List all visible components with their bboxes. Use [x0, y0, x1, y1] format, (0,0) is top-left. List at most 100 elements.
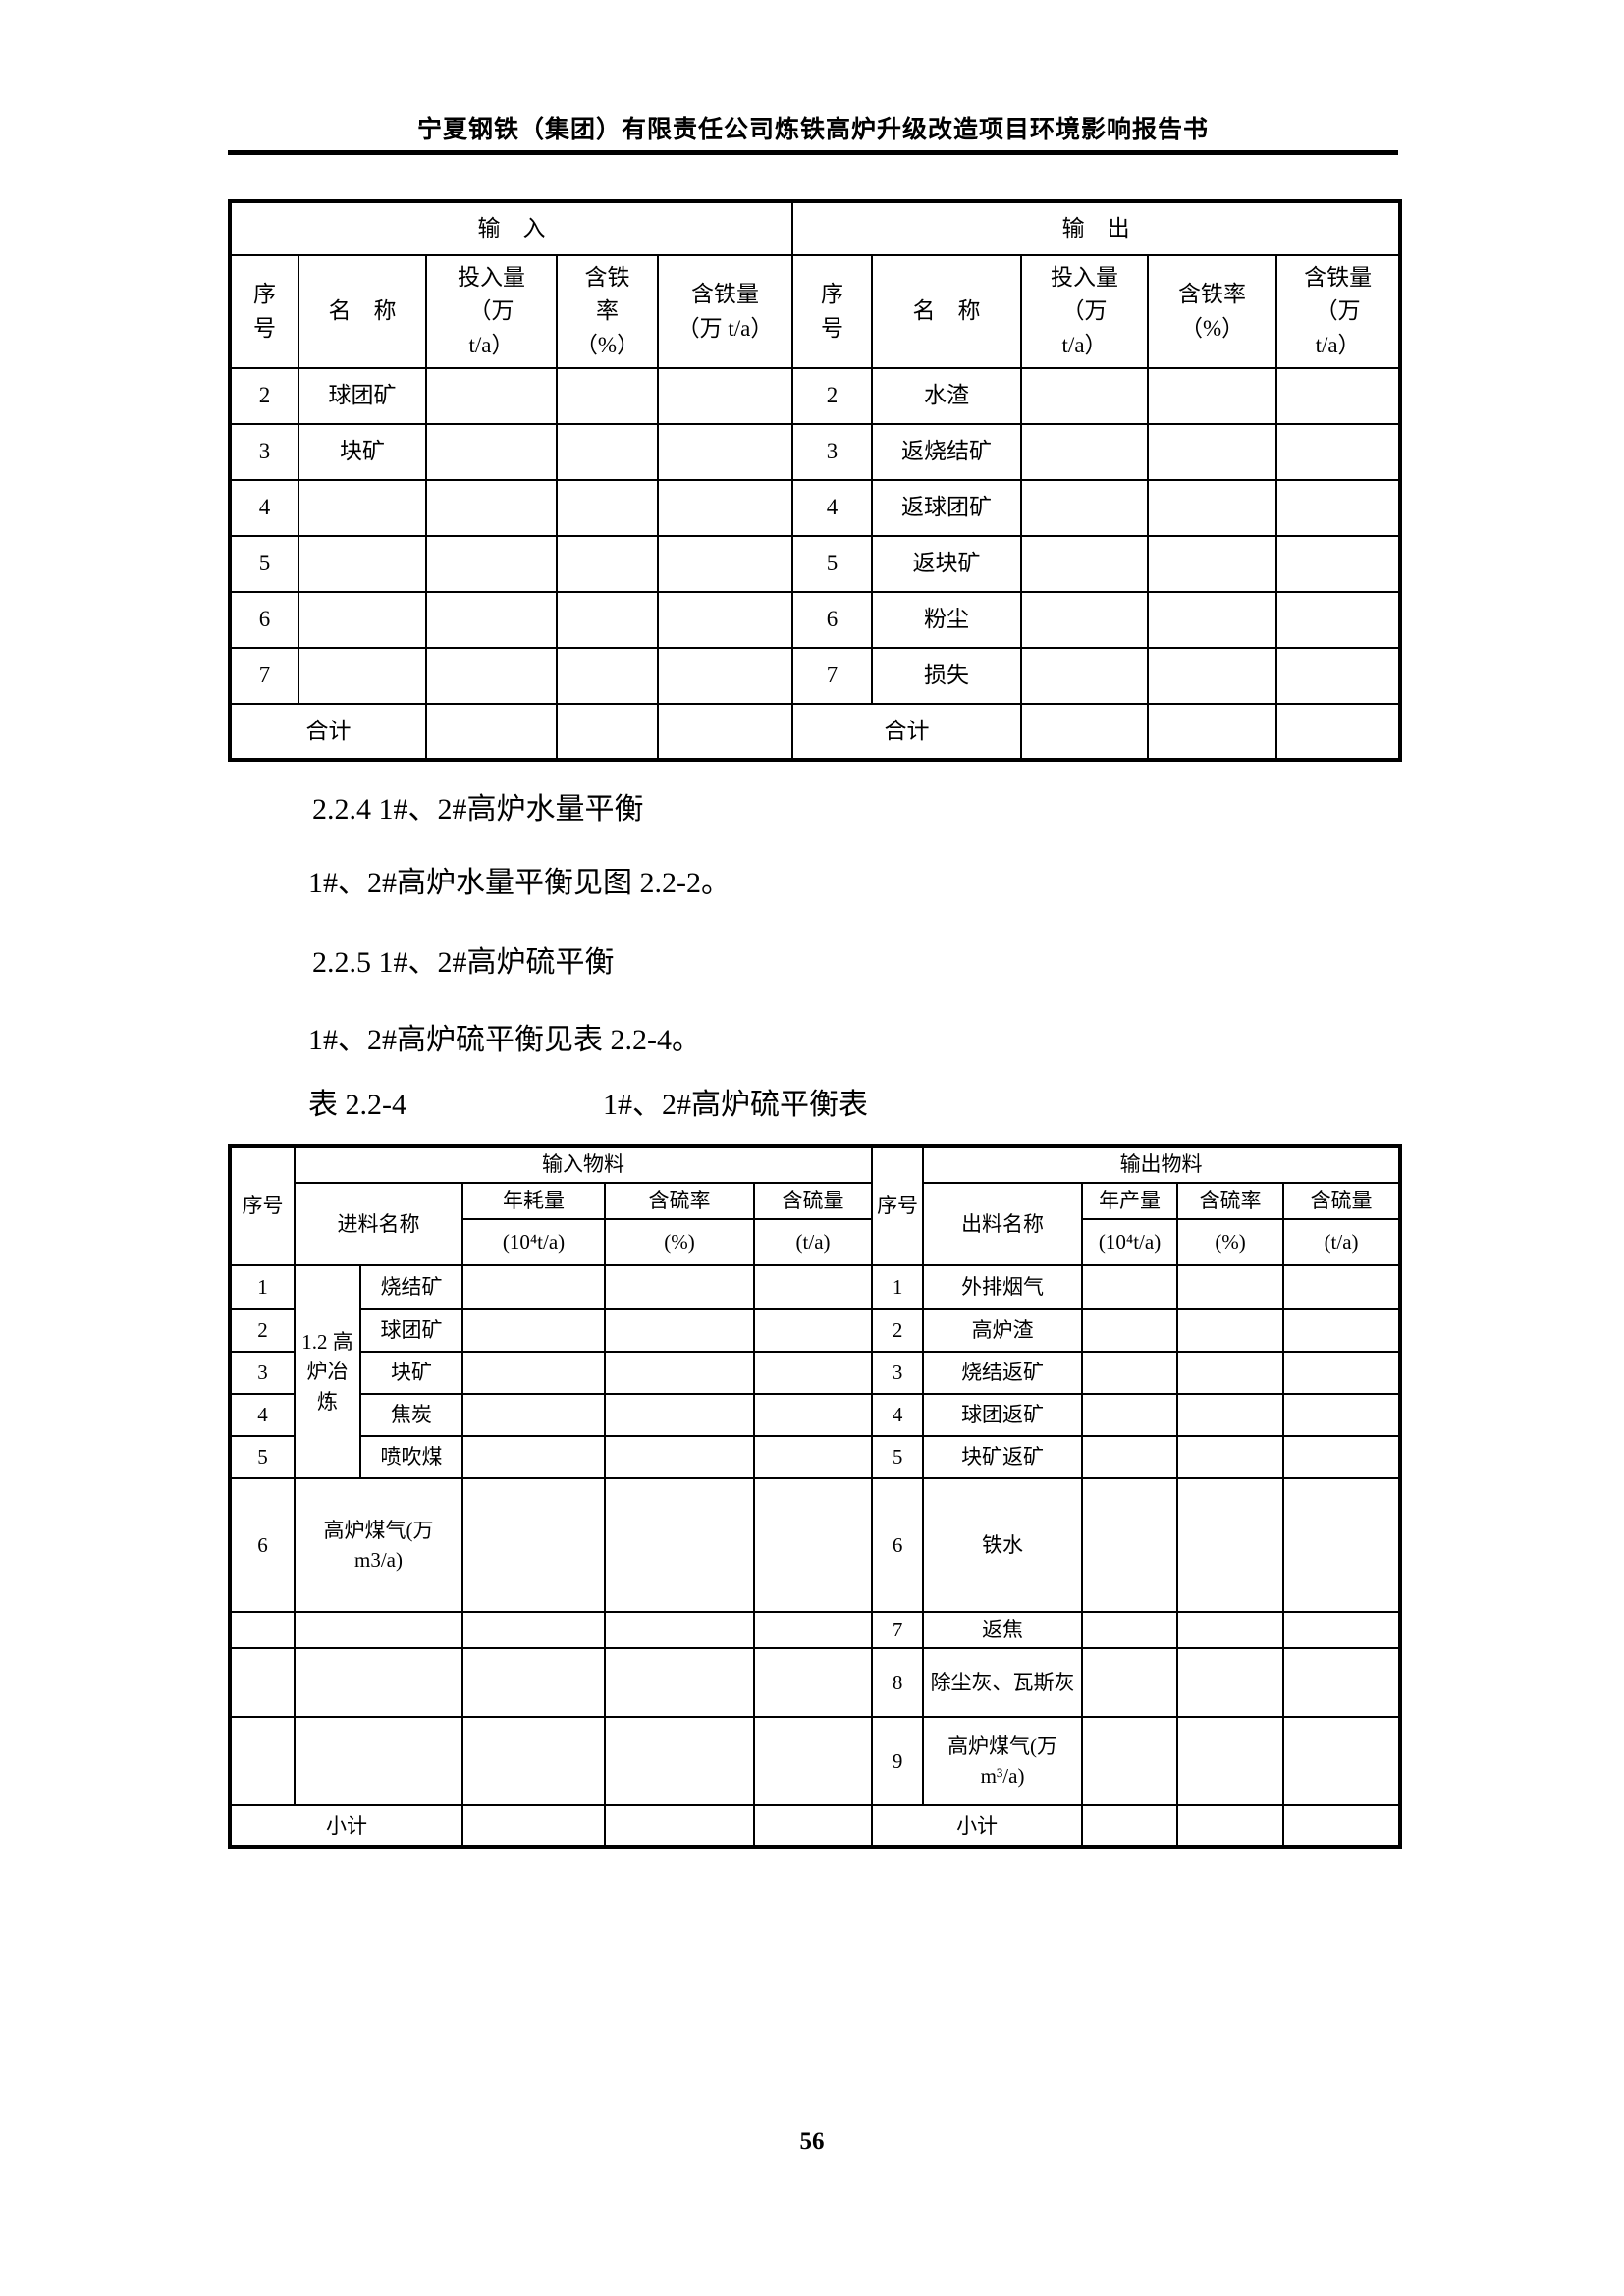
empty-seq-cell: [229, 1647, 296, 1718]
row-name-cell: 除尘灰、瓦斯灰: [922, 1647, 1084, 1718]
empty-value-cell: [1176, 1611, 1285, 1649]
empty-value-cell: [1081, 1264, 1179, 1310]
empty-value-cell: [1176, 1351, 1285, 1395]
empty-value-cell: [1147, 591, 1278, 649]
name-col-header-in: 名 称: [298, 254, 427, 369]
empty-name-cell: [294, 1647, 463, 1718]
in-rate-unit-cell: (%): [604, 1218, 755, 1266]
empty-value-cell: [656, 647, 794, 705]
empty-value-cell: [752, 1308, 874, 1353]
empty-value-cell: [425, 703, 558, 761]
row-name-cell: 球团矿: [359, 1308, 463, 1353]
rate-col-header-out: 含铁率 （%）: [1147, 254, 1278, 369]
subtotal-label-cell-out: 小计: [871, 1804, 1084, 1848]
empty-value-cell: [752, 1804, 874, 1848]
row-no-cell: 4: [229, 1393, 296, 1437]
empty-value-cell: [604, 1393, 755, 1437]
empty-value-cell: [425, 647, 558, 705]
empty-value-cell: [1282, 1477, 1402, 1613]
sulfur-balance-table: 序号 输入物料 序号 输出物料 进料名称 年耗量 含硫率 含硫量 出料名称 年产…: [228, 1144, 1403, 1849]
amount-col-header-in: 投入量 （万 t/a）: [425, 254, 558, 369]
row-no-cell: 2: [871, 1308, 925, 1353]
empty-value-cell: [425, 423, 558, 481]
output-materials-group-header: 输出物料: [922, 1145, 1402, 1184]
row-name-cell: 喷吹煤: [359, 1435, 463, 1479]
empty-value-cell: [1147, 479, 1278, 537]
empty-value-cell: [604, 1351, 755, 1395]
empty-value-cell: [1147, 647, 1278, 705]
empty-value-cell: [1020, 535, 1150, 593]
output-group-header: 输 出: [791, 200, 1402, 256]
row-name-cell: 球团矿: [298, 367, 427, 425]
table-caption-label: 表 2.2-4: [308, 1089, 406, 1121]
row-no-cell: 4: [791, 479, 874, 537]
empty-value-cell: [1275, 703, 1402, 761]
row-name-cell: 损失: [871, 647, 1023, 705]
empty-seq-cell: [229, 1611, 296, 1649]
empty-name-cell: [294, 1716, 463, 1806]
row-no-cell: 6: [871, 1477, 925, 1613]
row-no-cell: 3: [791, 423, 874, 481]
out-name-col-header: 出料名称: [922, 1182, 1084, 1266]
out-content-col-header: 含硫量: [1282, 1182, 1402, 1220]
empty-value-cell: [1275, 479, 1402, 537]
row-no-cell: 2: [229, 367, 299, 425]
name-col-header-out: 名 称: [871, 254, 1023, 369]
empty-value-cell: [1081, 1804, 1179, 1848]
empty-value-cell: [556, 647, 659, 705]
empty-value-cell: [1176, 1308, 1285, 1353]
empty-value-cell: [1176, 1435, 1285, 1479]
empty-value-cell: [604, 1804, 755, 1848]
row-name-cell: 高炉煤气(万 m³/a): [922, 1716, 1084, 1806]
empty-value-cell: [1275, 423, 1402, 481]
row-no-cell: 3: [229, 1351, 296, 1395]
process-group-cell: 1.2 高 炉冶 炼: [294, 1264, 361, 1479]
out-rate-unit-cell: (%): [1176, 1218, 1285, 1266]
in-content-col-header: 含硫量: [752, 1182, 874, 1220]
row-name-cell: 返球团矿: [871, 479, 1023, 537]
row-no-cell: 5: [229, 535, 299, 593]
empty-value-cell: [425, 591, 558, 649]
empty-value-cell: [656, 423, 794, 481]
empty-value-cell: [1020, 591, 1150, 649]
empty-value-cell: [461, 1647, 606, 1718]
empty-value-cell: [604, 1308, 755, 1353]
empty-value-cell: [1081, 1351, 1179, 1395]
empty-value-cell: [425, 367, 558, 425]
row-no-cell: 1: [871, 1264, 925, 1310]
total-label-cell-in: 合计: [229, 703, 427, 761]
out-content-unit-cell: (t/a): [1282, 1218, 1402, 1266]
empty-value-cell: [1020, 423, 1150, 481]
empty-value-cell: [1275, 591, 1402, 649]
empty-value-cell: [1282, 1611, 1402, 1649]
row-name-cell: [298, 535, 427, 593]
row-no-cell: 7: [229, 647, 299, 705]
empty-value-cell: [1282, 1716, 1402, 1806]
row-name-cell: 高炉煤气(万 m3/a): [294, 1477, 463, 1613]
row-no-cell: 5: [229, 1435, 296, 1479]
empty-value-cell: [1020, 479, 1150, 537]
empty-value-cell: [461, 1804, 606, 1848]
paragraph-2-2-4: 1#、2#高炉水量平衡见图 2.2-2。: [308, 867, 731, 899]
empty-value-cell: [656, 703, 794, 761]
empty-value-cell: [604, 1611, 755, 1649]
empty-value-cell: [752, 1647, 874, 1718]
empty-value-cell: [1282, 1804, 1402, 1848]
row-no-cell: 3: [871, 1351, 925, 1395]
empty-value-cell: [1081, 1716, 1179, 1806]
empty-value-cell: [1282, 1308, 1402, 1353]
empty-value-cell: [1282, 1393, 1402, 1437]
out-amount-col-header: 年产量: [1081, 1182, 1179, 1220]
empty-value-cell: [1275, 367, 1402, 425]
in-amount-col-header: 年耗量: [461, 1182, 606, 1220]
empty-value-cell: [556, 367, 659, 425]
row-no-cell: 8: [871, 1647, 925, 1718]
empty-value-cell: [1282, 1351, 1402, 1395]
row-name-cell: 返焦: [922, 1611, 1084, 1649]
seq-col-header-out: 序 号: [791, 254, 874, 369]
empty-value-cell: [1282, 1435, 1402, 1479]
row-name-cell: [298, 591, 427, 649]
row-name-cell: 烧结返矿: [922, 1351, 1084, 1395]
empty-value-cell: [461, 1308, 606, 1353]
